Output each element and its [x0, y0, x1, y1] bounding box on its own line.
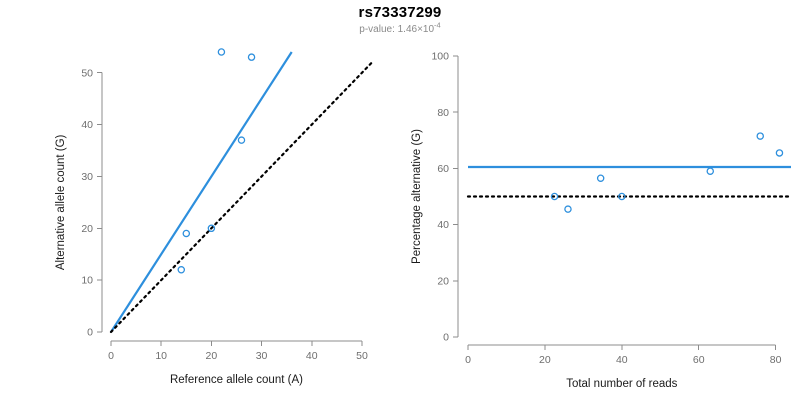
right-plot-panel: 0 20 40 60 80 100 0 20 40 60 80 Total number of rea…	[400, 0, 800, 400]
y-tick-label: 0	[443, 332, 449, 344]
data-point	[564, 205, 572, 213]
data-point	[596, 174, 605, 182]
data-point	[207, 224, 216, 233]
percentage-alternative-scatter-plot: 0 20 40 60 80 100 0 20 40 60 80 Total number of rea…	[411, 51, 793, 390]
data-point	[775, 149, 784, 157]
x-axis-title: Total number of reads	[566, 378, 677, 390]
regression-line	[110, 51, 293, 333]
x-tick-label: 60	[693, 354, 705, 366]
data-point	[182, 229, 191, 238]
y-axis-title: Alternative allele count (G)	[55, 134, 67, 270]
y-tick-label: 60	[437, 163, 449, 175]
y-tick-label: 20	[81, 223, 93, 235]
data-point	[177, 266, 186, 274]
data-point	[237, 136, 246, 144]
data-point	[550, 192, 559, 201]
data-point	[706, 167, 714, 175]
y-axis-title: Percentage alternative (G)	[411, 129, 423, 264]
x-tick-label: 0	[108, 350, 114, 362]
x-tick-label: 0	[465, 354, 471, 366]
data-point	[247, 53, 256, 61]
y-tick-label: 0	[87, 327, 93, 339]
y-tick-label: 50	[81, 67, 93, 79]
left-plot-panel: 0 10 20 30 40 50 0 10 20 30 40 50 Reference allele c…	[55, 48, 374, 386]
data-point	[756, 132, 764, 140]
x-tick-label: 80	[770, 354, 782, 366]
x-tick-label: 20	[206, 350, 218, 362]
x-tick-label: 40	[616, 354, 628, 366]
x-tick-label: 10	[155, 350, 167, 362]
y-tick-label: 40	[437, 219, 449, 231]
x-tick-label: 50	[356, 350, 368, 362]
x-tick-label: 40	[306, 350, 318, 362]
y-tick-label: 100	[431, 51, 449, 63]
data-point	[217, 48, 226, 56]
y-tick-label: 10	[81, 275, 93, 287]
y-tick-label: 20	[437, 275, 449, 287]
x-tick-label: 30	[256, 350, 268, 362]
allele-count-scatter-plot: 0 10 20 30 40 50 0 10 20 30 40 50 Reference allele c…	[55, 48, 374, 386]
x-axis-title: Reference allele count (A)	[170, 374, 303, 386]
data-point	[618, 192, 626, 201]
x-tick-label: 20	[539, 354, 551, 366]
reference-diagonal-line	[109, 61, 374, 334]
y-tick-label: 80	[437, 107, 449, 119]
y-tick-label: 30	[81, 171, 93, 183]
y-tick-label: 40	[81, 119, 93, 131]
